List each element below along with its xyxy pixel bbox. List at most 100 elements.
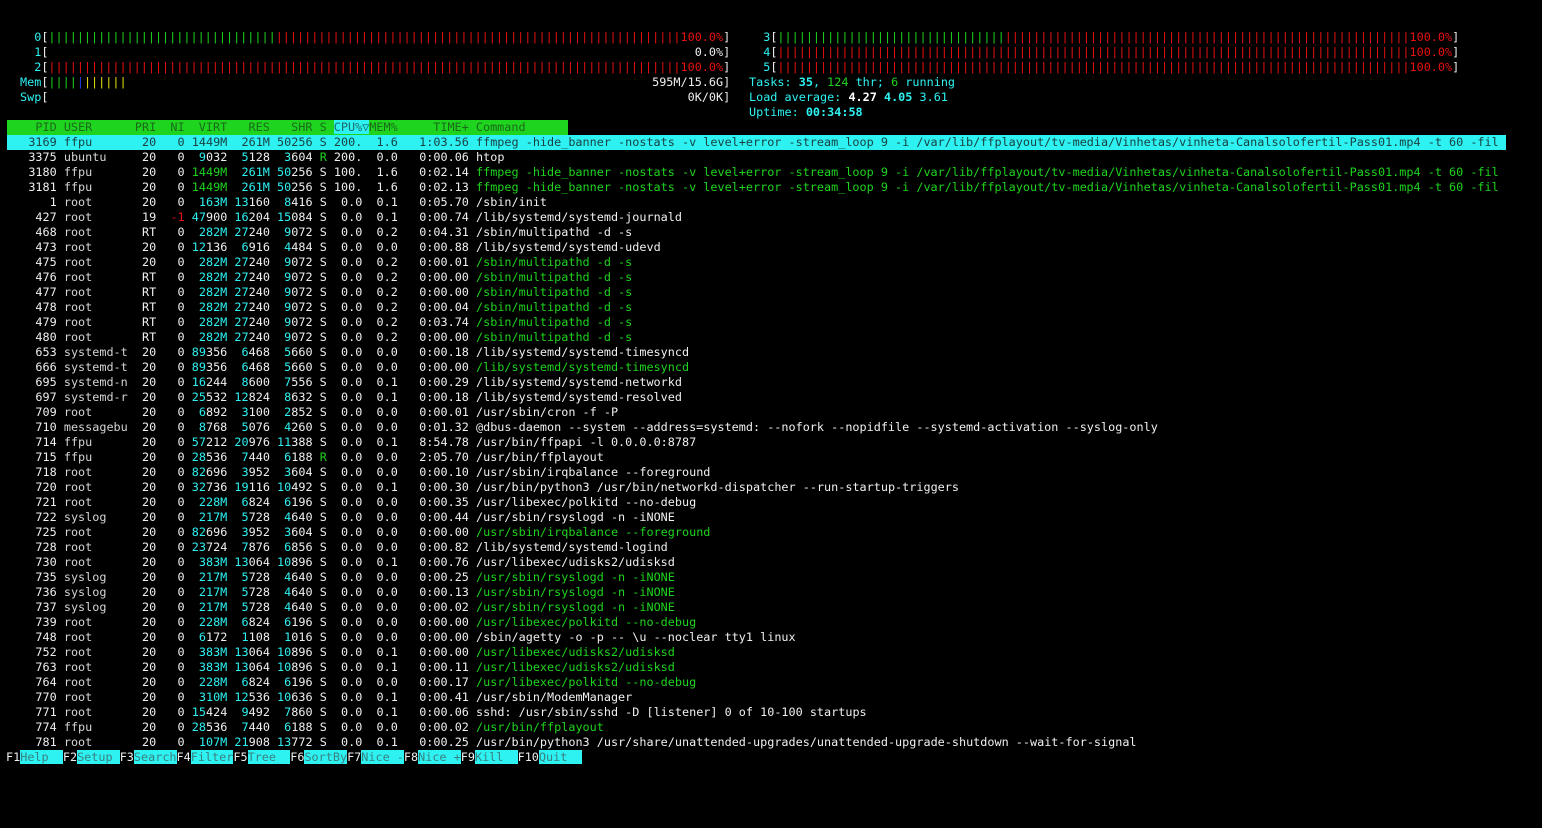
process-row[interactable]: 770 root 20 0 310M 12536 10636 S 0.0 0.1… (7, 690, 1506, 705)
mem-value-units: 908 (248, 735, 270, 749)
process-state: S (319, 735, 327, 749)
mem-value-units: 072 (291, 300, 313, 314)
column-header-shr[interactable]: SHR (276, 120, 313, 134)
process-row[interactable]: 764 root 20 0 228M 6824 6196 S 0.0 0.0 0… (7, 675, 1506, 690)
process-row[interactable]: 735 syslog 20 0 217M 5728 4640 S 0.0 0.0… (7, 570, 1506, 585)
process-row[interactable]: 709 root 20 0 6892 3100 2852 S 0.0 0.0 0… (7, 405, 1506, 420)
process-row[interactable]: 3181 ffpu 20 0 1449M 261M 50256 S 100. 1… (7, 180, 1506, 195)
process-nice: 0 (177, 495, 185, 509)
process-row[interactable]: 468 root RT 0 282M 27240 9072 S 0.0 0.2 … (7, 225, 1506, 240)
column-header-command[interactable]: Command (475, 120, 526, 134)
fkey-button-tree[interactable]: F5Tree (233, 750, 291, 765)
process-command: ffmpeg -hide_banner -nostats -v level+er… (476, 180, 1499, 194)
mem-value-units: 388 (291, 435, 313, 449)
mem-value-units: 900 (205, 210, 228, 224)
process-row[interactable]: 478 root RT 0 282M 27240 9072 S 0.0 0.2 … (7, 300, 1506, 315)
process-row[interactable]: 480 root RT 0 282M 27240 9072 S 0.0 0.2 … (7, 330, 1506, 345)
process-row[interactable]: 725 root 20 0 82696 3952 3604 S 0.0 0.0 … (7, 525, 1506, 540)
process-row[interactable]: 730 root 20 0 383M 13064 10896 S 0.0 0.1… (7, 555, 1506, 570)
fkey-button-kill[interactable]: F9Kill (461, 750, 518, 765)
fkey-button-help[interactable]: F1Help (6, 750, 63, 765)
process-row[interactable]: 1 root 20 0 163M 13160 8416 S 0.0 0.1 0:… (7, 195, 1506, 210)
column-header[interactable]: PID USER PRI NI VIRT RES SHR S CPU%▽MEM%… (7, 120, 569, 135)
process-row[interactable]: 476 root RT 0 282M 27240 9072 S 0.0 0.2 … (7, 270, 1506, 285)
process-row[interactable]: 781 root 20 0 107M 21908 13772 S 0.0 0.1… (7, 735, 1506, 750)
column-header-virt[interactable]: VIRT (191, 120, 228, 134)
fkey-key: F4 (176, 750, 191, 764)
fkey-button-setup[interactable]: F2Setup (63, 750, 120, 765)
column-header-res[interactable]: RES (234, 120, 270, 134)
process-row[interactable]: 710 messagebu 20 0 8768 5076 4260 S 0.0 … (7, 420, 1506, 435)
process-row[interactable]: 774 ffpu 20 0 28536 7440 6188 S 0.0 0.0 … (7, 720, 1506, 735)
mem-value-thousands: 19 (234, 480, 249, 494)
process-row[interactable]: 666 systemd-t 20 0 89356 6468 5660 S 0.0… (7, 360, 1506, 375)
process-user: ffpu (63, 180, 93, 194)
process-row[interactable]: 3375 ubuntu 20 0 9032 5128 3604 R 200. 0… (7, 150, 1506, 165)
process-cpu: 0.0 (341, 660, 363, 674)
column-header-mem[interactable]: MEM% (369, 120, 398, 134)
process-row[interactable]: 695 systemd-n 20 0 16244 8600 7556 S 0.0… (7, 375, 1506, 390)
mem-value-thousands: 4 (284, 585, 292, 599)
column-header-cpu[interactable]: CPU%▽ (333, 120, 370, 134)
fkey-button-sortby[interactable]: F6SortBy (290, 750, 348, 765)
process-row[interactable]: 736 syslog 20 0 217M 5728 4640 S 0.0 0.0… (7, 585, 1506, 600)
meter-bar-segment: ||||||||||||||||||||||||||||||||||||||||… (275, 30, 681, 44)
process-pid: 3181 (28, 180, 57, 194)
process-row[interactable]: 720 root 20 0 32736 19116 10492 S 0.0 0.… (7, 480, 1506, 495)
process-row[interactable]: 722 syslog 20 0 217M 5728 4640 S 0.0 0.0… (7, 510, 1506, 525)
fkey-button-filter[interactable]: F4Filter (177, 750, 234, 765)
process-row[interactable]: 739 root 20 0 228M 6824 6196 S 0.0 0.0 0… (7, 615, 1506, 630)
process-row[interactable]: 479 root RT 0 282M 27240 9072 S 0.0 0.2 … (7, 315, 1506, 330)
process-row[interactable]: 714 ffpu 20 0 57212 20976 11388 S 0.0 0.… (7, 435, 1506, 450)
process-row[interactable]: 728 root 20 0 23724 7876 6856 S 0.0 0.0 … (7, 540, 1506, 555)
process-row[interactable]: 718 root 20 0 82696 3952 3604 S 0.0 0.0 … (7, 465, 1506, 480)
process-row[interactable]: 427 root 19 -1 47900 16204 15084 S 0.0 0… (7, 210, 1506, 225)
fkey-button-nice--[interactable]: F7Nice - (347, 750, 404, 765)
column-header-s[interactable]: S (319, 120, 327, 134)
process-row[interactable]: 3180 ffpu 20 0 1449M 261M 50256 S 100. 1… (7, 165, 1506, 180)
column-header-ni[interactable]: NI (163, 120, 185, 134)
process-row[interactable]: 3169 ffpu 20 0 1449M 261M 50256 S 200. 1… (7, 135, 1506, 150)
process-nice: 0 (177, 285, 185, 299)
process-command: ffmpeg -hide_banner -nostats -v level+er… (476, 165, 1499, 179)
process-table[interactable]: PID USER PRI NI VIRT RES SHR S CPU%▽MEM%… (7, 120, 1506, 750)
fkey-button-quit[interactable]: F10Quit (518, 750, 582, 765)
process-state: S (319, 480, 327, 494)
process-row[interactable]: 752 root 20 0 383M 13064 10896 S 0.0 0.1… (7, 645, 1506, 660)
mem-value-units: 952 (248, 465, 270, 479)
process-row[interactable]: 721 root 20 0 228M 6824 6196 S 0.0 0.0 0… (7, 495, 1506, 510)
process-row[interactable]: 475 root 20 0 282M 27240 9072 S 0.0 0.2 … (7, 255, 1506, 270)
process-row[interactable]: 477 root RT 0 282M 27240 9072 S 0.0 0.2 … (7, 285, 1506, 300)
mem-value-units: 736 (205, 480, 228, 494)
process-user: root (63, 645, 93, 659)
mem-value: 282M (198, 255, 228, 269)
process-row[interactable]: 763 root 20 0 383M 13064 10896 S 0.0 0.1… (7, 660, 1506, 675)
process-state: S (319, 360, 327, 374)
fkey-button-nice-[interactable]: F8Nice + (404, 750, 461, 765)
column-header-pri[interactable]: PRI (134, 120, 157, 134)
process-shr: 13772 (277, 735, 313, 749)
column-header-pid[interactable]: PID (7, 120, 57, 134)
process-row[interactable]: 697 systemd-r 20 0 25532 12824 8632 S 0.… (7, 390, 1506, 405)
fkey-button-search[interactable]: F3Search (120, 750, 177, 765)
process-mem: 0.2 (376, 315, 398, 329)
process-row[interactable]: 748 root 20 0 6172 1108 1016 S 0.0 0.0 0… (7, 630, 1506, 645)
process-virt: 107M (199, 735, 227, 749)
column-header-user[interactable]: USER (63, 120, 128, 134)
mem-value-units: 100 (248, 405, 270, 419)
process-row[interactable]: 473 root 20 0 12136 6916 4484 S 0.0 0.0 … (7, 240, 1506, 255)
meter-label: 0 (20, 30, 42, 44)
process-time: 0:00.25 (419, 735, 469, 749)
meter-bar-segment: ||||||||||||||||||||||||||||||||||||||||… (777, 60, 1410, 74)
mem-value-units: 260 (291, 420, 313, 434)
process-time: 0:00.25 (419, 570, 469, 584)
process-row[interactable]: 653 systemd-t 20 0 89356 6468 5660 S 0.0… (7, 345, 1506, 360)
process-row[interactable]: 737 syslog 20 0 217M 5728 4640 S 0.0 0.0… (7, 600, 1506, 615)
process-row[interactable]: 771 root 20 0 15424 9492 7860 S 0.0 0.1 … (7, 705, 1506, 720)
mem-value-thousands: 89 (191, 360, 206, 374)
process-list[interactable]: 3169 ffpu 20 0 1449M 261M 50256 S 200. 1… (7, 135, 1506, 750)
column-header-time[interactable]: TIME+ (404, 120, 469, 134)
process-mem: 0.0 (376, 630, 398, 644)
process-row[interactable]: 715 ffpu 20 0 28536 7440 6188 R 0.0 0.0 … (7, 450, 1506, 465)
process-mem: 0.0 (376, 360, 398, 374)
